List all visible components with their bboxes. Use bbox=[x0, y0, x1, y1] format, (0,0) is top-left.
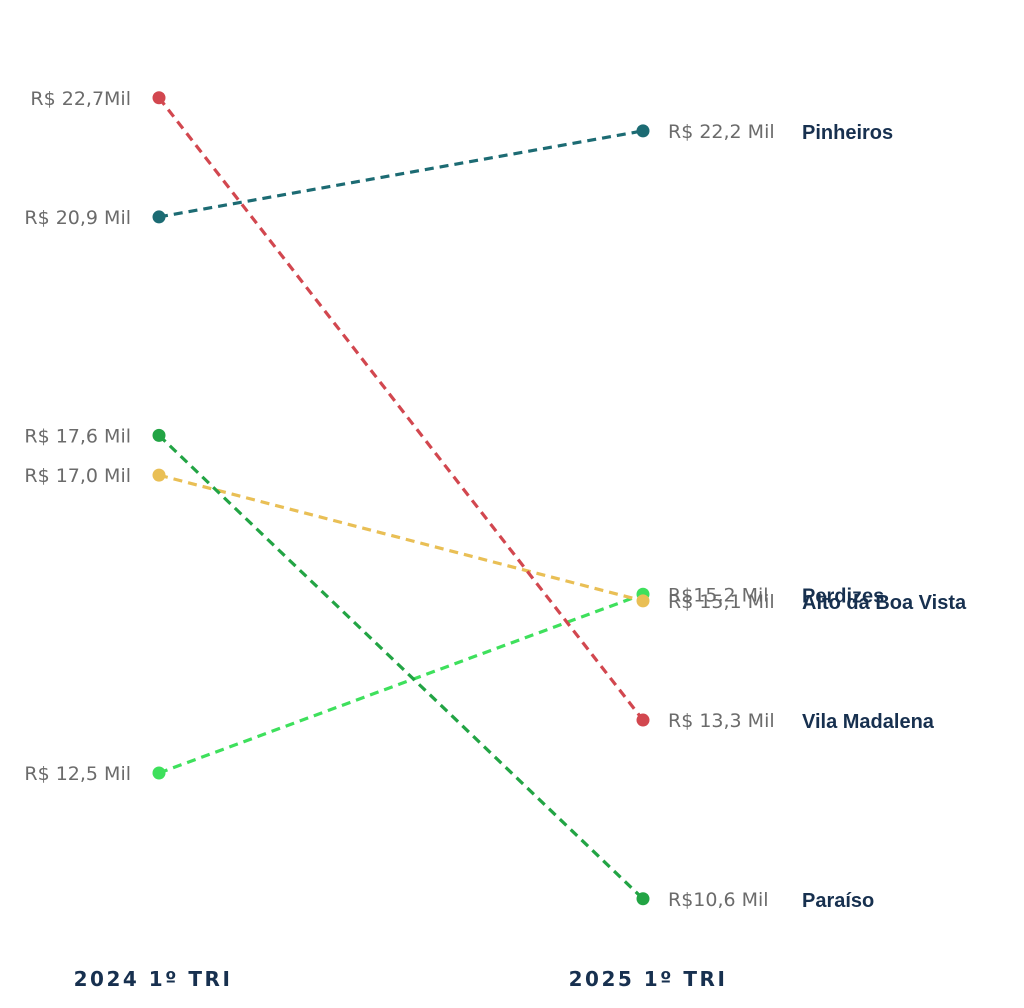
point-pinheiros-start bbox=[152, 210, 166, 224]
point-paraiso-start bbox=[152, 428, 166, 442]
point-vila-madalena-start bbox=[152, 91, 166, 105]
period-label-start: 2024 1º TRI bbox=[74, 967, 233, 991]
series-name-alto-da-boa-vista: Alto da Boa Vista bbox=[802, 592, 967, 614]
series-line-vila-madalena bbox=[157, 96, 645, 722]
series-name-vila-madalena: Vila Madalena bbox=[802, 711, 935, 733]
point-alto-da-boa-vista-start bbox=[152, 468, 166, 482]
series-line-alto-da-boa-vista bbox=[158, 473, 644, 603]
point-pinheiros-end bbox=[636, 124, 650, 138]
value-label-perdizes-end: R$15,2 Mil bbox=[668, 584, 769, 606]
point-paraiso-end bbox=[636, 892, 650, 906]
value-label-pinheiros-end: R$ 22,2 Mil bbox=[668, 121, 775, 143]
series-name-perdizes: Perdizes bbox=[802, 585, 884, 607]
series-lines bbox=[157, 96, 645, 900]
point-alto-da-boa-vista-end bbox=[636, 594, 650, 608]
point-perdizes-start bbox=[152, 766, 166, 780]
period-axis: 2024 1º TRI 2025 1º TRI bbox=[74, 967, 728, 991]
series-line-paraiso bbox=[157, 434, 645, 900]
value-label-alto-da-boa-vista-end: R$ 15,1 Mil bbox=[668, 591, 775, 613]
series-points bbox=[152, 91, 650, 906]
value-label-pinheiros-start: R$ 20,9 Mil bbox=[24, 207, 131, 229]
value-label-vila-madalena-end: R$ 13,3 Mil bbox=[668, 710, 775, 732]
value-label-paraiso-start: R$ 17,6 Mil bbox=[24, 425, 131, 447]
value-labels: R$ 20,9 Mil R$ 22,2 Mil Pinheiros R$ 12,5 M… bbox=[24, 88, 967, 912]
value-label-alto-da-boa-vista-start: R$ 17,0 Mil bbox=[24, 465, 131, 487]
series-name-paraiso: Paraíso bbox=[802, 890, 874, 912]
series-line-pinheiros bbox=[158, 129, 644, 219]
value-label-perdizes-start: R$ 12,5 Mil bbox=[24, 763, 131, 785]
series-line-perdizes bbox=[158, 592, 644, 775]
value-label-paraiso-end: R$10,6 Mil bbox=[668, 889, 769, 911]
value-label-vila-madalena-start: R$ 22,7Mil bbox=[30, 88, 131, 110]
point-vila-madalena-end bbox=[636, 713, 650, 727]
series-name-pinheiros: Pinheiros bbox=[802, 122, 893, 144]
period-label-end: 2025 1º TRI bbox=[569, 967, 728, 991]
